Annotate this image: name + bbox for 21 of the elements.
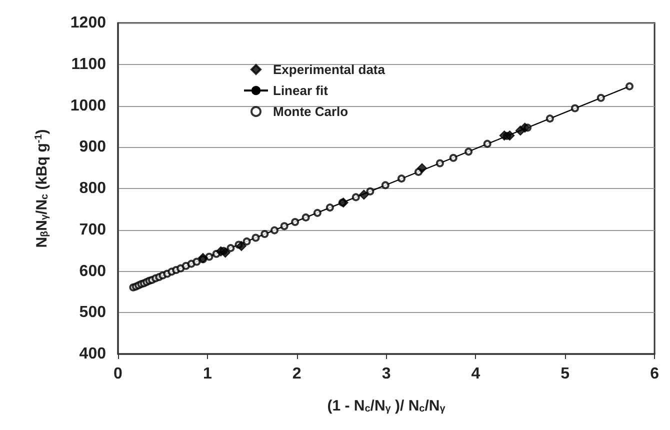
x-tick-label: 0 <box>114 366 123 382</box>
x-tick-label: 5 <box>560 366 570 382</box>
y-tick-label: 600 <box>79 262 106 280</box>
y-tick-label: 800 <box>79 180 106 197</box>
y-tick-label: 1000 <box>70 97 106 114</box>
x-tick-label: 6 <box>650 366 660 382</box>
legend-label: Experimental data <box>273 62 386 77</box>
x-tick-label: 3 <box>382 366 391 382</box>
y-tick-label: 1200 <box>70 14 106 32</box>
legend-label: Linear fit <box>273 83 329 98</box>
x-tick-label: 4 <box>471 366 480 382</box>
legend-label: Monte Carlo <box>273 104 348 119</box>
x-tick-label: 1 <box>202 366 212 382</box>
y-tick-label: 1100 <box>71 56 106 73</box>
x-tick-label: 2 <box>292 366 302 382</box>
y-tick-label: 400 <box>79 346 106 362</box>
y-tick-label: 700 <box>79 221 106 238</box>
text: NβNγ/Nc (kBq g-1) <box>34 129 50 248</box>
x-axis-title: (1 - Nc/Nγ )/ Nc/Nγ <box>327 398 446 414</box>
y-tick-label: 500 <box>79 304 106 322</box>
y-tick-label: 900 <box>79 138 106 156</box>
